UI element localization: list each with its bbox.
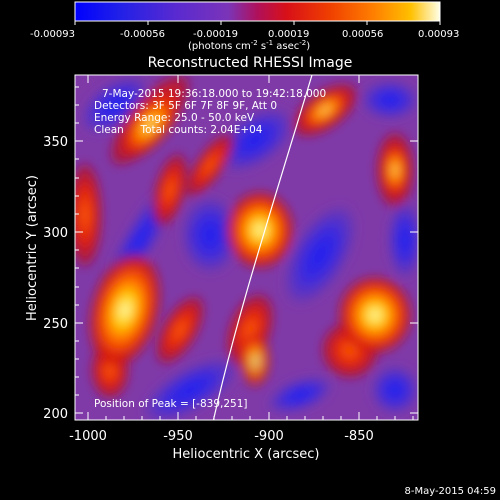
solar-limb-line xyxy=(212,75,313,420)
colorbar-tick-label: -0.00019 xyxy=(193,29,238,40)
info-block: 7-May-2015 19:36:18.000 to 19:42:18.000 … xyxy=(94,88,326,136)
detectors-line: Detectors: 3F 5F 6F 7F 8F 9F, Att 0 xyxy=(94,100,277,112)
colorbar-tick-label: -0.00093 xyxy=(30,29,75,40)
y-tick-label: 300 xyxy=(43,226,68,241)
y-tick-label: 250 xyxy=(43,317,68,332)
y-axis-ticks xyxy=(75,86,418,414)
y-tick-label: 200 xyxy=(43,407,68,422)
x-tick-label: -1000 xyxy=(69,429,107,444)
x-axis-title: Heliocentric X (arcsec) xyxy=(173,447,320,462)
colorbar-ticks xyxy=(74,21,441,25)
colorbar-tick-label: 0.00019 xyxy=(268,29,309,40)
plot-title: Reconstructed RHESSI Image xyxy=(148,55,353,71)
peak-position-text: Position of Peak = [-839,251] xyxy=(94,398,248,410)
colorbar-tick-label: 0.00093 xyxy=(418,29,459,40)
x-tick-label: -900 xyxy=(254,429,284,444)
rhessi-image xyxy=(75,75,418,420)
footer-timestamp: 8-May-2015 04:59 xyxy=(404,486,496,497)
x-axis-ticks xyxy=(87,75,414,420)
y-axis-title: Heliocentric Y (arcsec) xyxy=(25,175,40,321)
colorbar-tick-label: 0.00056 xyxy=(342,29,383,40)
y-tick-label: 350 xyxy=(43,135,68,150)
x-tick-label: -950 xyxy=(163,429,193,444)
colorbar-unit-label: (photons cm-2 s-1 asec-2) xyxy=(188,39,310,52)
colorbar-tick-label: -0.00056 xyxy=(120,29,165,40)
plot-frame xyxy=(74,74,419,421)
energy-range-line: Energy Range: 25.0 - 50.0 keV xyxy=(94,112,255,124)
clean-counts-line: Clean Total counts: 2.04E+04 xyxy=(94,124,263,136)
time-range-line: 7-May-2015 19:36:18.000 to 19:42:18.000 xyxy=(102,88,326,100)
x-tick-label: -850 xyxy=(344,429,374,444)
colorbar-gradient xyxy=(74,1,441,22)
